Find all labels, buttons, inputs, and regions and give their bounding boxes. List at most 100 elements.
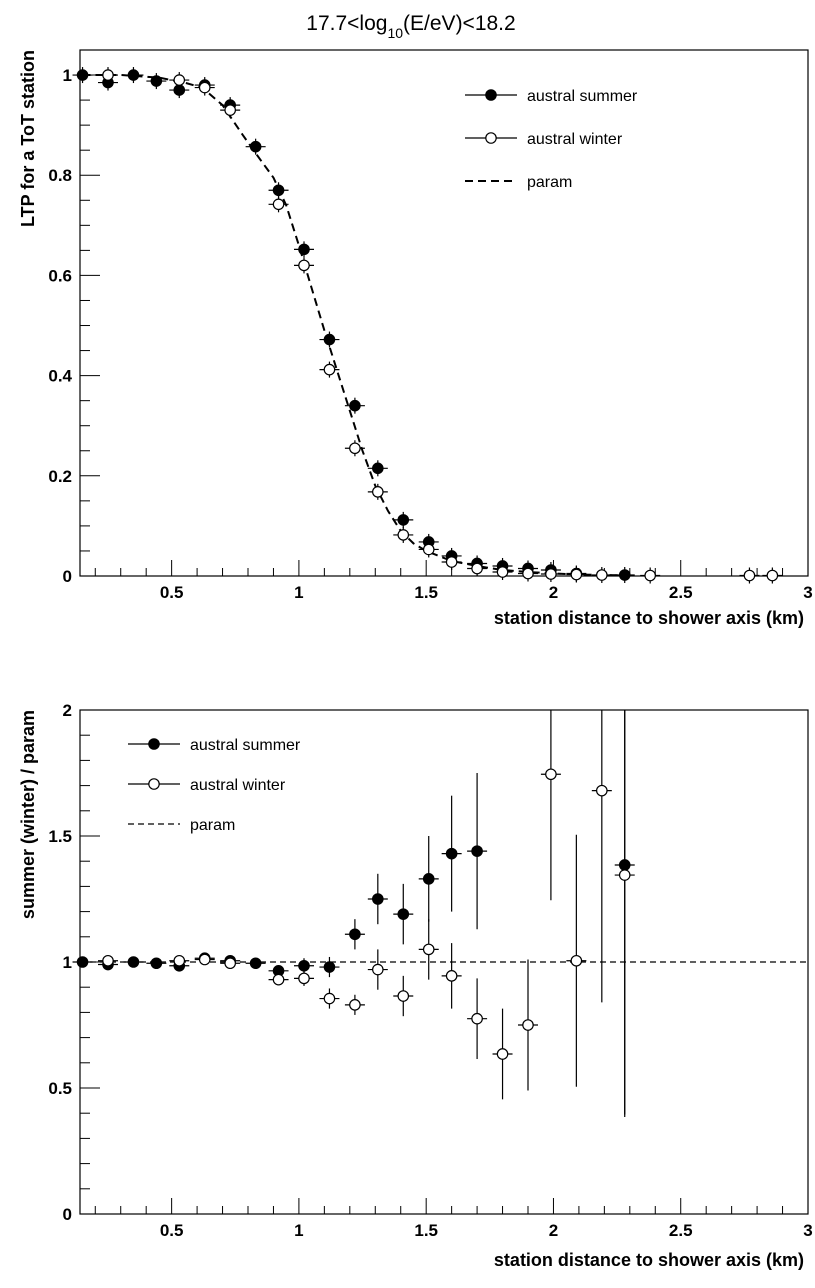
open-marker (471, 562, 483, 575)
winter-point (367, 949, 388, 990)
filled-marker (249, 957, 262, 970)
top-curve (82, 74, 630, 577)
legend-marker (148, 778, 160, 790)
winter-point (344, 994, 365, 1015)
winter-point (169, 954, 190, 967)
filled-marker (349, 928, 361, 941)
top-y-ticks: 0 0.2 0.4 0.6 0.8 1 (48, 49, 100, 586)
winter-point (441, 553, 462, 570)
top-points (72, 67, 783, 584)
param-curve (82, 74, 630, 577)
summer-point (393, 883, 414, 945)
winter-point (441, 943, 462, 1009)
y-tick-label: 0.5 (48, 1079, 72, 1098)
winter-point (540, 710, 561, 901)
winter-point (268, 973, 289, 986)
y-tick-label: 0.4 (48, 367, 72, 386)
winter-point (319, 988, 340, 1009)
winter-point (294, 970, 314, 986)
bottom-x-axis-label: station distance to shower axis (km) (494, 1250, 804, 1270)
y-tick-label: 0.8 (48, 166, 72, 185)
winter-point (762, 567, 783, 584)
winter-point (591, 710, 612, 1003)
x-tick-label: 1 (294, 1221, 303, 1240)
x-tick-label: 3 (803, 1221, 812, 1240)
open-marker (224, 104, 236, 116)
legend-label: param (527, 174, 572, 191)
summer-point (268, 182, 289, 199)
open-marker (349, 999, 361, 1011)
filled-marker (76, 69, 89, 81)
top-chart-panel: 17.7<log10(E/eV)<18.2 0.5 1 1.5 2 2.5 3 00.20… (18, 12, 813, 628)
bottom-points (72, 710, 635, 1117)
winter-point (194, 953, 215, 966)
legend-label: param (190, 817, 235, 834)
y-tick-label: 1 (63, 953, 72, 972)
top-legend: austral summer austral winter param (465, 88, 638, 191)
winter-point (566, 834, 587, 1087)
winter-point (518, 565, 538, 582)
winter-point (194, 79, 215, 96)
winter-point (268, 196, 289, 213)
open-marker (445, 970, 458, 982)
summer-point (146, 957, 167, 970)
legend-entry: param (465, 174, 572, 191)
winter-point (418, 541, 439, 558)
open-marker (570, 568, 583, 581)
top-x-axis-label: station distance to shower axis (km) (494, 608, 804, 628)
winter-point (518, 959, 538, 1091)
open-marker (272, 973, 285, 986)
open-marker (272, 198, 285, 211)
open-marker (397, 990, 410, 1002)
summer-point (245, 138, 266, 155)
legend-entry: austral summer (465, 88, 638, 105)
legend-label: austral winter (190, 777, 286, 794)
winter-point (98, 954, 118, 967)
open-marker (349, 442, 361, 455)
x-tick-label: 2 (549, 1221, 558, 1240)
winter-point (540, 565, 561, 582)
open-marker (298, 972, 310, 985)
winter-point (591, 566, 612, 583)
legend-entry: austral winter (128, 777, 286, 794)
filled-marker (127, 69, 140, 81)
open-marker (224, 957, 236, 970)
summer-point (393, 511, 414, 528)
bottom-x-ticks: 0.5 1 1.5 2 2.5 3 (94, 1198, 813, 1240)
x-tick-label: 2.5 (669, 583, 693, 602)
x-tick-label: 1.5 (414, 583, 438, 602)
legend-marker (485, 132, 497, 144)
legend-label: austral summer (527, 88, 638, 105)
summer-point (319, 331, 340, 348)
winter-point (467, 978, 488, 1060)
legend-entry: param (128, 817, 235, 834)
x-tick-label: 2 (549, 583, 558, 602)
open-marker (766, 569, 779, 582)
open-marker (596, 569, 608, 581)
bottom-y-axis-label: summer (winter) / param (18, 710, 38, 919)
winter-point (492, 563, 513, 580)
open-marker (644, 569, 656, 582)
filled-marker (272, 184, 285, 197)
legend-marker (148, 738, 160, 750)
x-tick-label: 1 (294, 583, 303, 602)
open-marker (372, 963, 384, 976)
filled-marker (618, 569, 631, 581)
x-tick-label: 2.5 (669, 1221, 693, 1240)
y-tick-label: 0.6 (48, 266, 72, 285)
open-marker (522, 1019, 534, 1031)
open-marker (596, 784, 608, 797)
legend-marker (485, 89, 497, 101)
filled-marker (127, 956, 140, 968)
open-marker (323, 363, 336, 376)
x-tick-label: 1.5 (414, 1221, 438, 1240)
open-marker (198, 81, 211, 94)
winter-point (640, 567, 661, 584)
summer-point (319, 956, 340, 978)
open-marker (570, 954, 583, 967)
summer-point (467, 773, 488, 930)
filled-marker (372, 893, 384, 905)
x-tick-label: 3 (803, 583, 812, 602)
y-tick-label: 0.2 (48, 467, 72, 486)
